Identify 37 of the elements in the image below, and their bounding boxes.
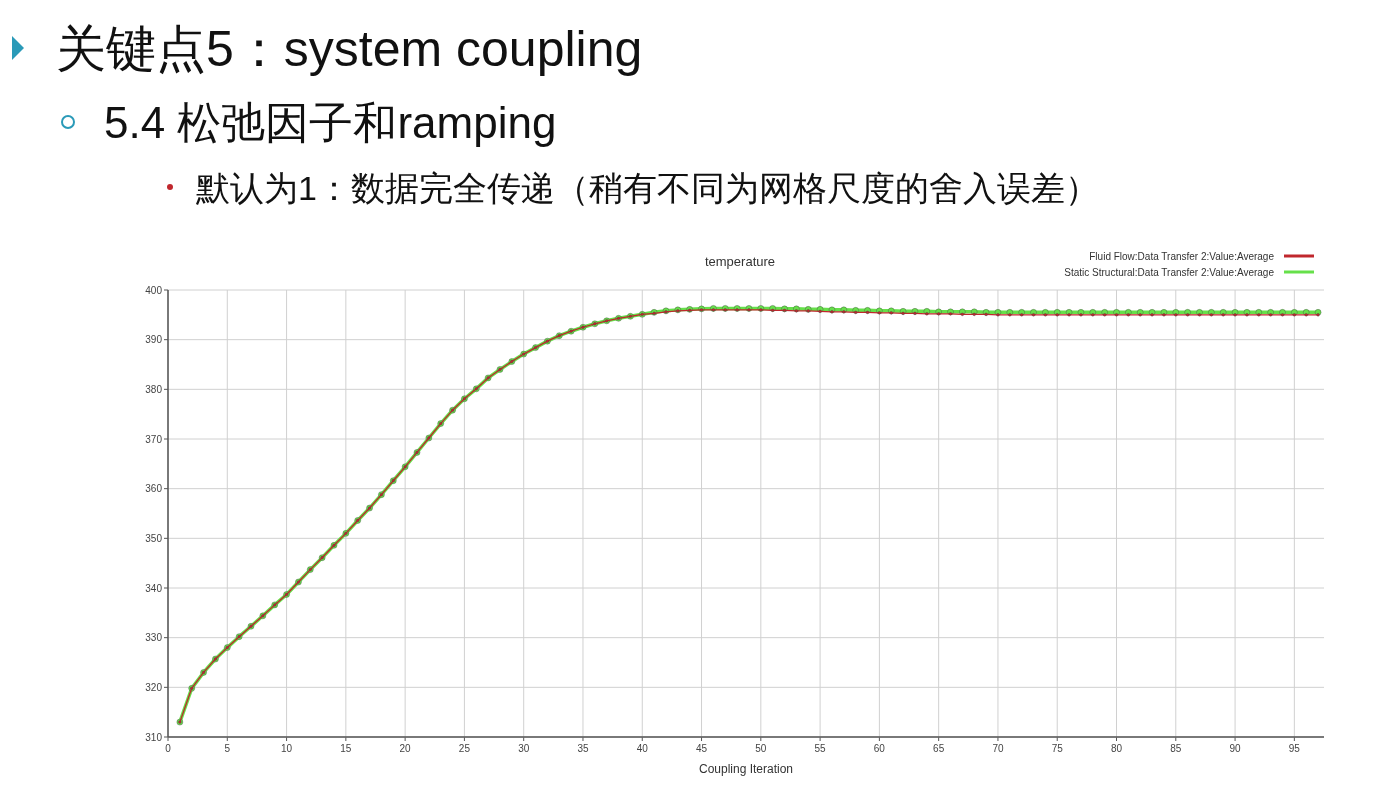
y-tick-label: 310 bbox=[145, 731, 163, 743]
x-tick-label: 35 bbox=[577, 743, 589, 754]
x-tick-label: 65 bbox=[933, 743, 945, 754]
x-tick-label: 50 bbox=[755, 743, 767, 754]
x-axis-title: Coupling Iteration bbox=[698, 762, 794, 776]
legend-label: Fluid Flow:Data Transfer 2:Value:Average bbox=[1089, 251, 1275, 262]
legend-label: Static Structural:Data Transfer 2:Value:Average bbox=[1064, 267, 1275, 278]
x-tick-label: 40 bbox=[636, 743, 649, 754]
x-tick-label: 25 bbox=[458, 743, 471, 754]
x-tick-label: 85 bbox=[1170, 743, 1182, 754]
x-tick-label: 95 bbox=[1288, 743, 1301, 754]
chart-subtitle: 5.4 松弛因子和ramping bbox=[104, 98, 557, 147]
x-tick-label: 5 bbox=[224, 743, 231, 754]
x-tick-label: 70 bbox=[992, 743, 1004, 754]
x-tick-label: 90 bbox=[1229, 743, 1242, 754]
y-tick-label: 370 bbox=[145, 433, 163, 445]
x-tick-label: 15 bbox=[340, 743, 352, 754]
x-tick-label: 80 bbox=[1110, 743, 1123, 754]
y-tick-label: 350 bbox=[145, 532, 163, 544]
x-tick-label: 30 bbox=[518, 743, 530, 754]
y-tick-label: 340 bbox=[145, 582, 163, 594]
text: temperature bbox=[704, 254, 776, 269]
y-tick-label: 330 bbox=[145, 632, 163, 644]
x-tick-label: 10 bbox=[281, 743, 293, 754]
x-tick-label: 75 bbox=[1051, 743, 1064, 754]
x-tick-label: 45 bbox=[695, 743, 708, 754]
y-tick-label: 400 bbox=[145, 284, 163, 296]
chart-title: 关键点5：system coupling bbox=[56, 21, 643, 77]
text: 默认为1：数据完全传递（稍有不同为网格尺度的舍入误差） bbox=[195, 169, 1099, 207]
x-tick-label: 0 bbox=[165, 743, 172, 754]
y-tick-label: 320 bbox=[145, 681, 163, 693]
x-tick-label: 20 bbox=[399, 743, 412, 754]
y-tick-label: 360 bbox=[145, 483, 163, 495]
y-tick-label: 390 bbox=[145, 334, 163, 346]
y-tick-label: 380 bbox=[145, 383, 163, 395]
x-tick-label: 60 bbox=[873, 743, 886, 754]
x-tick-label: 55 bbox=[814, 743, 827, 754]
